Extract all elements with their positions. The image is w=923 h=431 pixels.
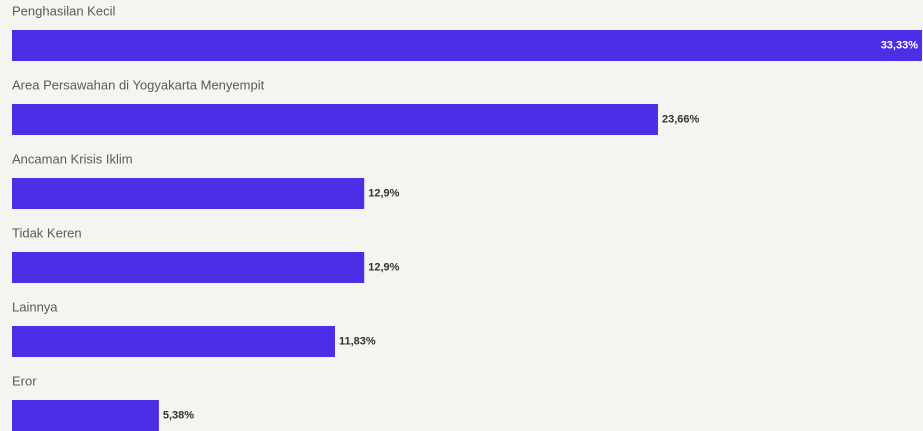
bar [12,30,922,61]
value-label: 12,9% [368,187,399,199]
value-label: 33,33% [881,39,919,51]
value-label: 12,9% [368,261,399,273]
bar [12,178,365,209]
category-label: Ancaman Krisis Iklim [12,151,133,166]
value-label: 23,66% [662,113,700,125]
bar [12,326,335,357]
value-label: 5,38% [163,409,194,421]
category-label: Area Persawahan di Yogyakarta Menyempit [12,77,265,92]
category-label: Eror [12,373,37,388]
bar [12,104,658,135]
category-label: Lainnya [12,299,58,314]
bar [12,400,159,431]
bar [12,252,365,283]
category-label: Tidak Keren [12,225,82,240]
category-label: Penghasilan Kecil [12,3,115,18]
value-label: 11,83% [339,335,376,347]
